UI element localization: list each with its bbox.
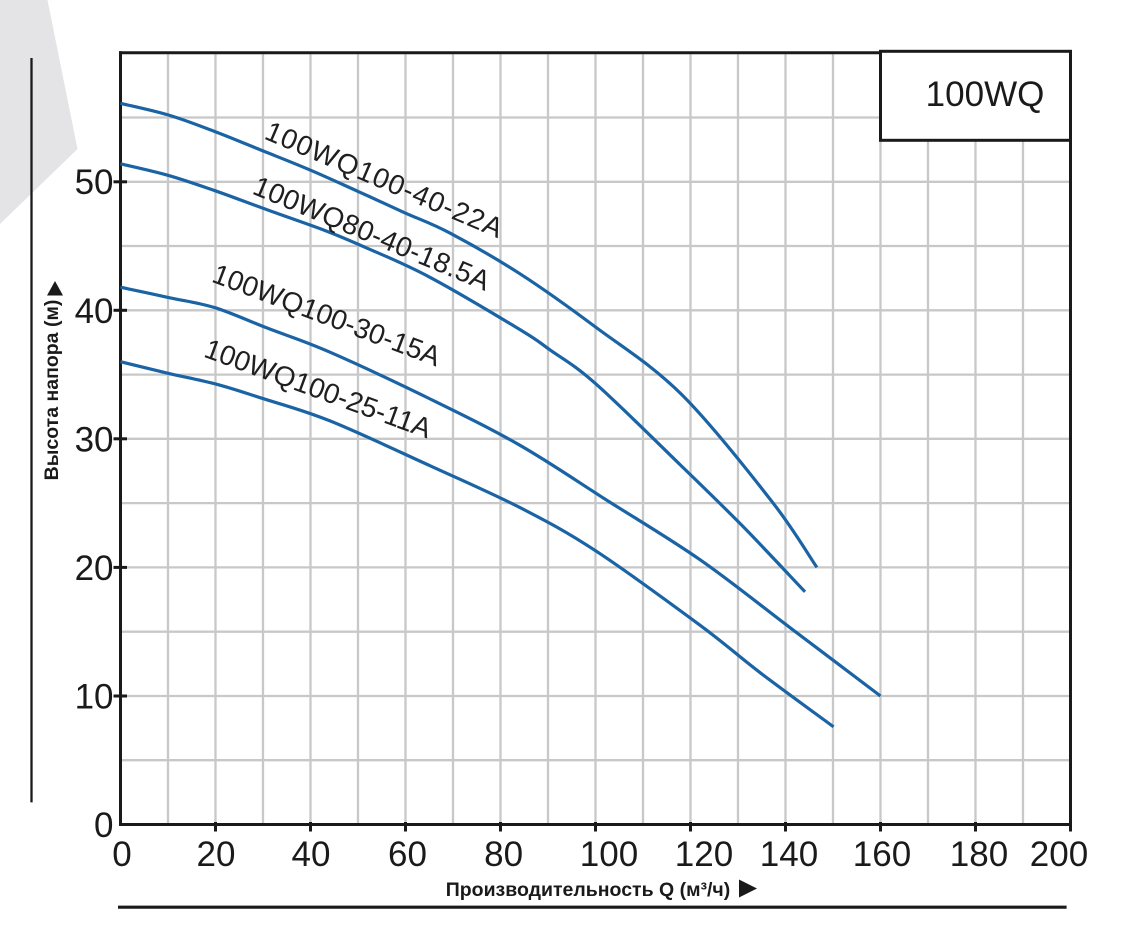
svg-text:160: 160 (853, 835, 911, 874)
svg-text:180: 180 (950, 835, 1008, 874)
svg-text:20: 20 (75, 549, 114, 588)
svg-text:100: 100 (580, 835, 638, 874)
svg-text:0: 0 (94, 806, 113, 845)
svg-text:140: 140 (760, 835, 818, 874)
svg-text:200: 200 (1030, 835, 1088, 874)
svg-text:Высота напора (м): Высота напора (м) (41, 300, 63, 481)
svg-text:20: 20 (197, 835, 236, 874)
svg-text:50: 50 (75, 163, 114, 202)
svg-text:40: 40 (75, 292, 114, 331)
svg-text:120: 120 (675, 835, 733, 874)
svg-text:10: 10 (75, 678, 114, 717)
svg-text:Производительность Q (м³/ч): Производительность Q (м³/ч) (446, 879, 731, 901)
svg-text:100WQ: 100WQ (926, 75, 1045, 114)
svg-text:40: 40 (292, 835, 331, 874)
svg-text:80: 80 (484, 835, 523, 874)
svg-text:60: 60 (388, 835, 427, 874)
svg-text:30: 30 (75, 420, 114, 459)
svg-text:0: 0 (112, 835, 131, 874)
